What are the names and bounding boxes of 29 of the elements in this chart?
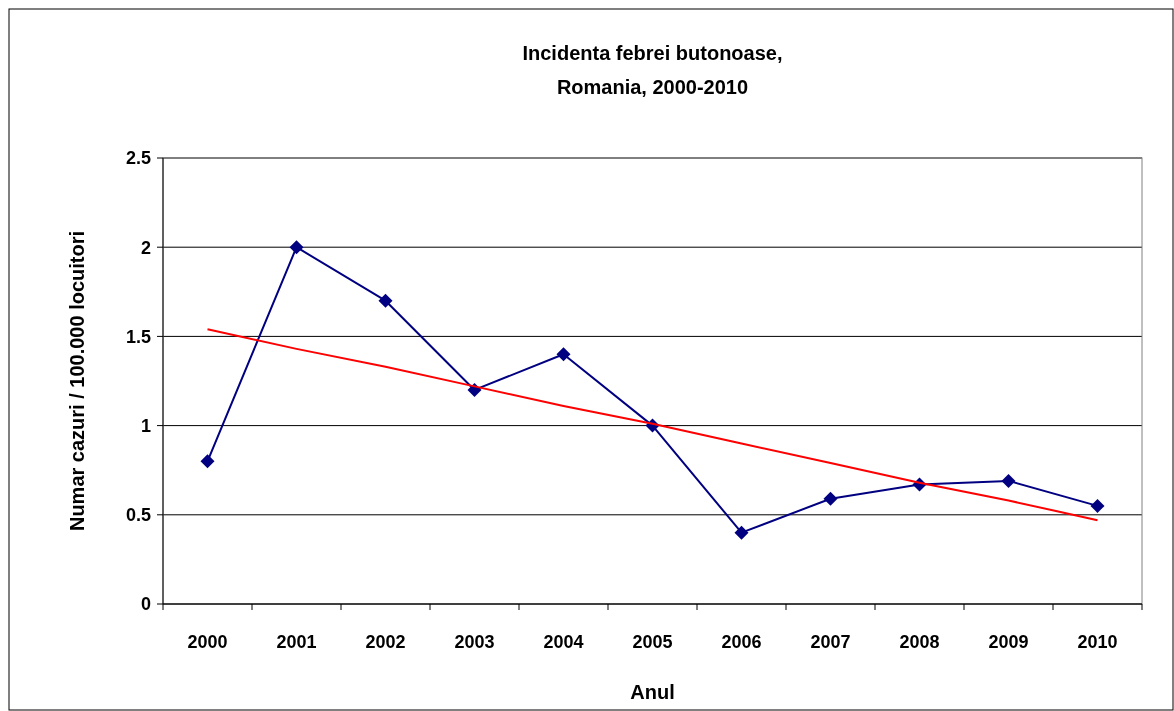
line-series (206, 328, 1099, 522)
y-tick-label: 0 (140, 594, 151, 615)
x-tick-label: 2000 (187, 632, 228, 652)
point (378, 293, 393, 308)
point (1001, 473, 1016, 488)
x-tick-label: 2007 (810, 632, 851, 652)
x-tick-label: 2008 (899, 632, 940, 652)
chart-title: Incidenta febrei butonoase, Romania, 2000-2010 (522, 42, 783, 98)
y-tick-label: 2 (140, 237, 151, 258)
x-tick-label: 2005 (632, 632, 673, 652)
x-tick-label: 2009 (988, 632, 1029, 652)
x-tick-label: 2010 (1077, 632, 1118, 652)
y-tick-label: 1.5 (125, 326, 151, 347)
point (823, 491, 838, 506)
point (1090, 498, 1105, 513)
y-tick-label: 1 (140, 415, 151, 436)
point (289, 240, 304, 255)
x-axis-title: Anul (630, 681, 675, 703)
x-tick-label: 2001 (276, 632, 317, 652)
x-tick-label: 2006 (721, 632, 762, 652)
y-tick-label: 2.5 (125, 148, 151, 169)
point (556, 347, 571, 362)
y-axis-title: Numar cazuri / 100.000 locuitori (66, 230, 88, 532)
point (200, 454, 215, 469)
point (734, 525, 749, 540)
x-tick-label: 2002 (365, 632, 406, 652)
y-tick-label: 0.5 (125, 505, 151, 526)
x-tick-label: 2003 (454, 632, 495, 652)
x-tick-label: 2004 (543, 632, 584, 652)
